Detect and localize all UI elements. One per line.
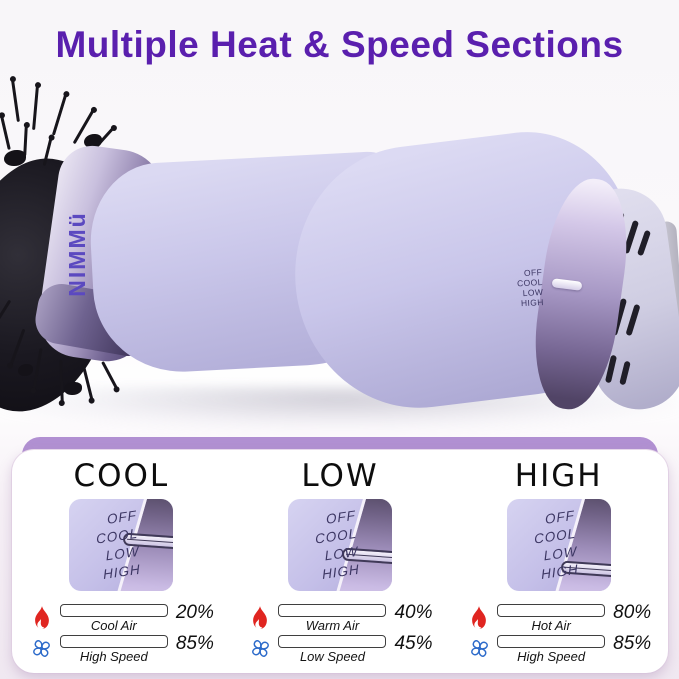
heat-bar-row: Cool Air 20% <box>29 602 214 633</box>
card-title: LOW <box>301 458 379 494</box>
metric-bars: Cool Air 20% High Speed 85% <box>29 602 214 664</box>
card-cool: COOL OFF COOL LOW HIGH <box>12 456 231 673</box>
card-title: HIGH <box>514 458 603 494</box>
heat-bar-caption: Cool Air <box>90 618 137 633</box>
flame-icon <box>29 605 55 631</box>
fan-icon <box>247 636 273 661</box>
fan-icon <box>29 636 55 661</box>
bristle-blob <box>4 150 26 166</box>
heat-bar-row: Hot Air 80% <box>466 602 652 633</box>
card-high: HIGH OFF COOL LOW HIGH <box>449 456 668 673</box>
fan-icon <box>466 636 492 661</box>
speed-bar-caption: High Speed <box>517 649 586 664</box>
speed-bar-percent: 85% <box>613 633 652 654</box>
heat-speed-panel: COOL OFF COOL LOW HIGH <box>12 437 668 673</box>
switch-closeup-low: OFF COOL LOW HIGH <box>288 499 392 591</box>
bristle-blob <box>64 382 82 395</box>
heat-bar-percent: 40% <box>394 602 433 623</box>
speed-bar <box>497 635 606 648</box>
bristle <box>11 79 20 123</box>
heat-bar <box>278 604 387 617</box>
speed-bar-percent: 45% <box>394 633 433 654</box>
device-switch-labels: OFF COOL LOW HIGH <box>504 267 544 309</box>
heat-bar <box>497 604 606 617</box>
speed-bar <box>59 635 168 648</box>
switch-labels: OFF COOL LOW HIGH <box>75 507 141 588</box>
speed-bar-caption: High Speed <box>79 649 148 664</box>
bristle-blob <box>84 134 102 148</box>
heat-bar-percent: 20% <box>175 602 214 623</box>
heat-bar-caption: Warm Air <box>305 618 360 633</box>
speed-bar-row: Low Speed 45% <box>247 633 433 664</box>
heat-bar <box>59 604 168 617</box>
switch-label-high: HIGH <box>520 296 545 309</box>
switch-closeup-high: OFF COOL LOW HIGH <box>506 499 611 591</box>
page-title: Multiple Heat & Speed Sections <box>55 24 624 65</box>
switch-closeup-cool: OFF COOL LOW HIGH <box>69 499 174 591</box>
flame-icon <box>466 605 492 631</box>
bristle-blob <box>18 364 33 376</box>
bristle <box>32 85 39 131</box>
speed-bar-row: High Speed 85% <box>29 633 214 664</box>
bristle <box>0 116 11 150</box>
speed-bar-percent: 85% <box>175 633 214 654</box>
brand-logo: NIMMü <box>64 211 90 297</box>
heat-bar-caption: Hot Air <box>531 618 571 633</box>
product-photo: OFF COOL LOW HIGH NIMMü <box>0 64 679 432</box>
flame-icon <box>247 605 273 631</box>
metric-bars: Warm Air 40% Low Speed 45% <box>247 602 433 664</box>
heat-bar-percent: 80% <box>613 602 652 623</box>
switch-labels: OFF COOL LOW HIGH <box>512 507 578 588</box>
heat-bar-row: Warm Air 40% <box>247 602 433 633</box>
bristle <box>101 361 118 389</box>
card-title: COOL <box>73 458 170 494</box>
bristle <box>51 94 68 136</box>
card-low: LOW OFF COOL LOW HIGH <box>231 456 450 673</box>
panel-body: COOL OFF COOL LOW HIGH <box>12 450 668 673</box>
metric-bars: Hot Air 80% High Speed 85% <box>466 602 652 664</box>
speed-bar-caption: Low Speed <box>299 649 366 664</box>
switch-labels: OFF COOL LOW HIGH <box>294 507 360 588</box>
speed-bar-row: High Speed 85% <box>466 633 652 664</box>
speed-bar <box>278 635 387 648</box>
